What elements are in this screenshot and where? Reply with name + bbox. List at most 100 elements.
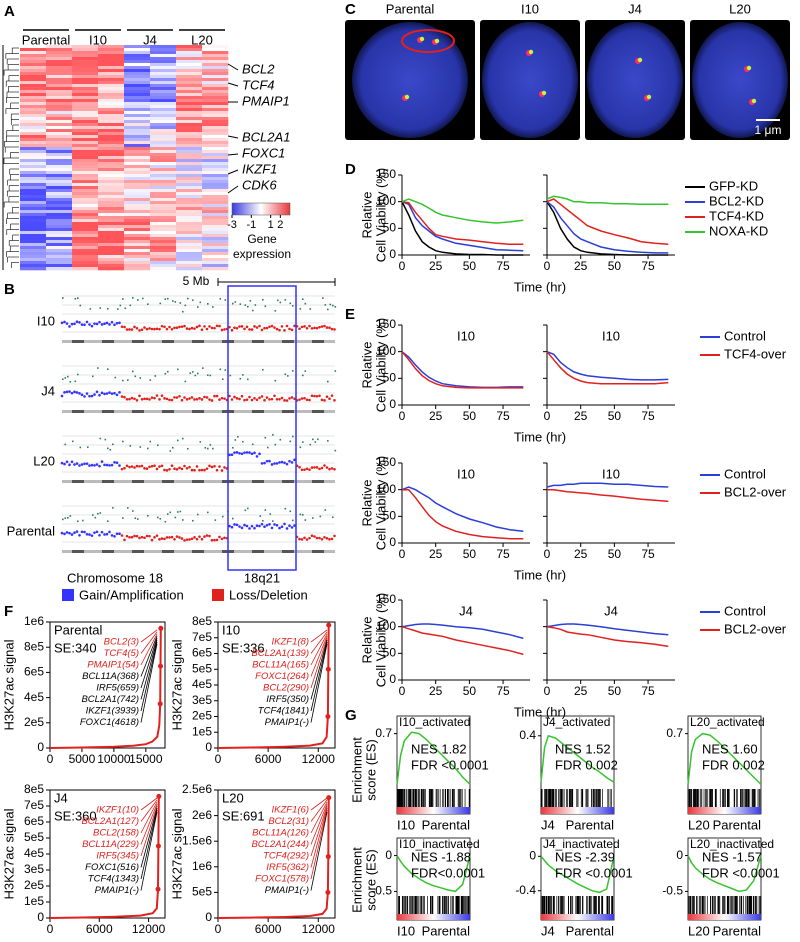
green-dot	[177, 511, 179, 513]
cn-dot	[298, 398, 301, 401]
heatmap-cell	[72, 186, 99, 190]
heatmap-cell	[202, 222, 229, 226]
green-dot	[259, 515, 262, 517]
heatmap-cell	[72, 225, 99, 229]
heatmap-cell	[46, 219, 73, 223]
heatmap-cell	[20, 240, 47, 244]
heatmap-cell	[150, 99, 177, 103]
y-tick-label: 4e5	[24, 690, 44, 704]
heatmap-cell	[176, 51, 203, 55]
cn-dot	[148, 534, 151, 538]
heatmap-cell	[202, 267, 229, 271]
y-tick-label: 1e5	[24, 894, 44, 908]
heatmap-cell	[124, 150, 151, 154]
heatmap-cell	[20, 90, 47, 94]
heatmap-cell	[98, 96, 125, 100]
green-dot	[214, 519, 217, 521]
heatmap-cell	[176, 147, 203, 151]
green-dot	[192, 371, 194, 373]
cn-dot	[248, 328, 251, 331]
heatmap-cell	[150, 156, 177, 160]
cn-dot	[218, 465, 221, 468]
plot-name: L20	[222, 790, 244, 805]
cn-dot	[315, 394, 319, 398]
heatmap-cell	[124, 54, 151, 58]
cn-dot	[198, 468, 201, 472]
heatmap-cell	[176, 237, 203, 241]
heatmap-cell	[150, 111, 177, 115]
heatmap-cell	[98, 210, 125, 214]
green-dot	[252, 309, 254, 312]
green-dot	[232, 302, 234, 305]
cn-dot	[175, 535, 179, 538]
green-dot	[132, 370, 134, 373]
heatmap-cell	[98, 225, 125, 229]
green-dot	[262, 298, 264, 301]
cn-dot	[185, 398, 189, 401]
green-dot	[229, 374, 232, 377]
cn-dot	[125, 398, 129, 401]
y-tick-label: 7e5	[24, 798, 44, 812]
cn-dot	[80, 530, 84, 534]
group-label: L20	[688, 817, 710, 832]
heatmap-cell	[46, 126, 73, 130]
heatmap-cell	[46, 165, 73, 169]
green-dot	[74, 297, 77, 300]
heatmap-cell	[72, 195, 99, 199]
green-dot	[167, 297, 169, 300]
legend-label: Loss/Deletion	[229, 587, 308, 602]
heatmap-cell	[20, 198, 47, 202]
chrom-band	[312, 410, 324, 413]
y-tick-label: 4e5	[192, 677, 212, 691]
cn-dot	[235, 397, 239, 400]
cn-dot	[178, 536, 181, 539]
green-dot	[244, 509, 247, 512]
heatmap-cell	[46, 72, 73, 76]
gene-label: PMAIP1	[242, 93, 290, 108]
gene-pointer	[310, 641, 328, 712]
heatmap-cell	[176, 258, 203, 262]
legend-swatch	[212, 589, 224, 601]
heatmap-cell	[150, 237, 177, 241]
heatmap-cell	[72, 207, 99, 211]
heatmap-cell	[124, 153, 151, 157]
cn-dot	[120, 325, 124, 328]
heatmap-cell	[176, 141, 203, 145]
heatmap-cell	[20, 267, 47, 271]
heatmap-cell	[46, 45, 73, 49]
cn-dot	[190, 326, 194, 330]
heatmap-cell	[72, 234, 99, 238]
gene-pointer	[310, 639, 328, 700]
cn-dot	[163, 537, 166, 541]
cn-dot	[68, 531, 71, 535]
cn-dot	[95, 530, 99, 534]
heatmap-cell	[202, 192, 229, 196]
cn-dot	[250, 452, 254, 456]
heatmap-cell	[202, 126, 229, 130]
cn-dot	[93, 393, 96, 396]
green-dot	[289, 510, 292, 513]
line	[546, 351, 669, 381]
heatmap-cell	[202, 93, 229, 97]
cn-dot	[83, 530, 86, 534]
cn-dot	[173, 537, 176, 541]
cn-dot	[318, 536, 321, 540]
green-dot	[299, 446, 302, 449]
heatmap-cell	[98, 162, 125, 166]
signal-curve	[217, 797, 330, 919]
green-dot	[157, 516, 159, 519]
cn-dot	[235, 326, 239, 330]
heatmap-cell	[98, 171, 125, 175]
green-dot	[279, 438, 282, 441]
plot-title: J4_activated	[543, 715, 610, 729]
heatmap-cell	[202, 72, 229, 76]
heatmap-cell	[98, 180, 125, 184]
line	[401, 201, 524, 256]
green-dot	[77, 520, 79, 523]
cn-dot	[290, 461, 294, 464]
heatmap-cell	[202, 252, 229, 256]
green-dot	[329, 303, 332, 306]
cn-dot	[140, 464, 144, 468]
cn-dot	[103, 533, 106, 536]
green-dot	[284, 373, 287, 376]
